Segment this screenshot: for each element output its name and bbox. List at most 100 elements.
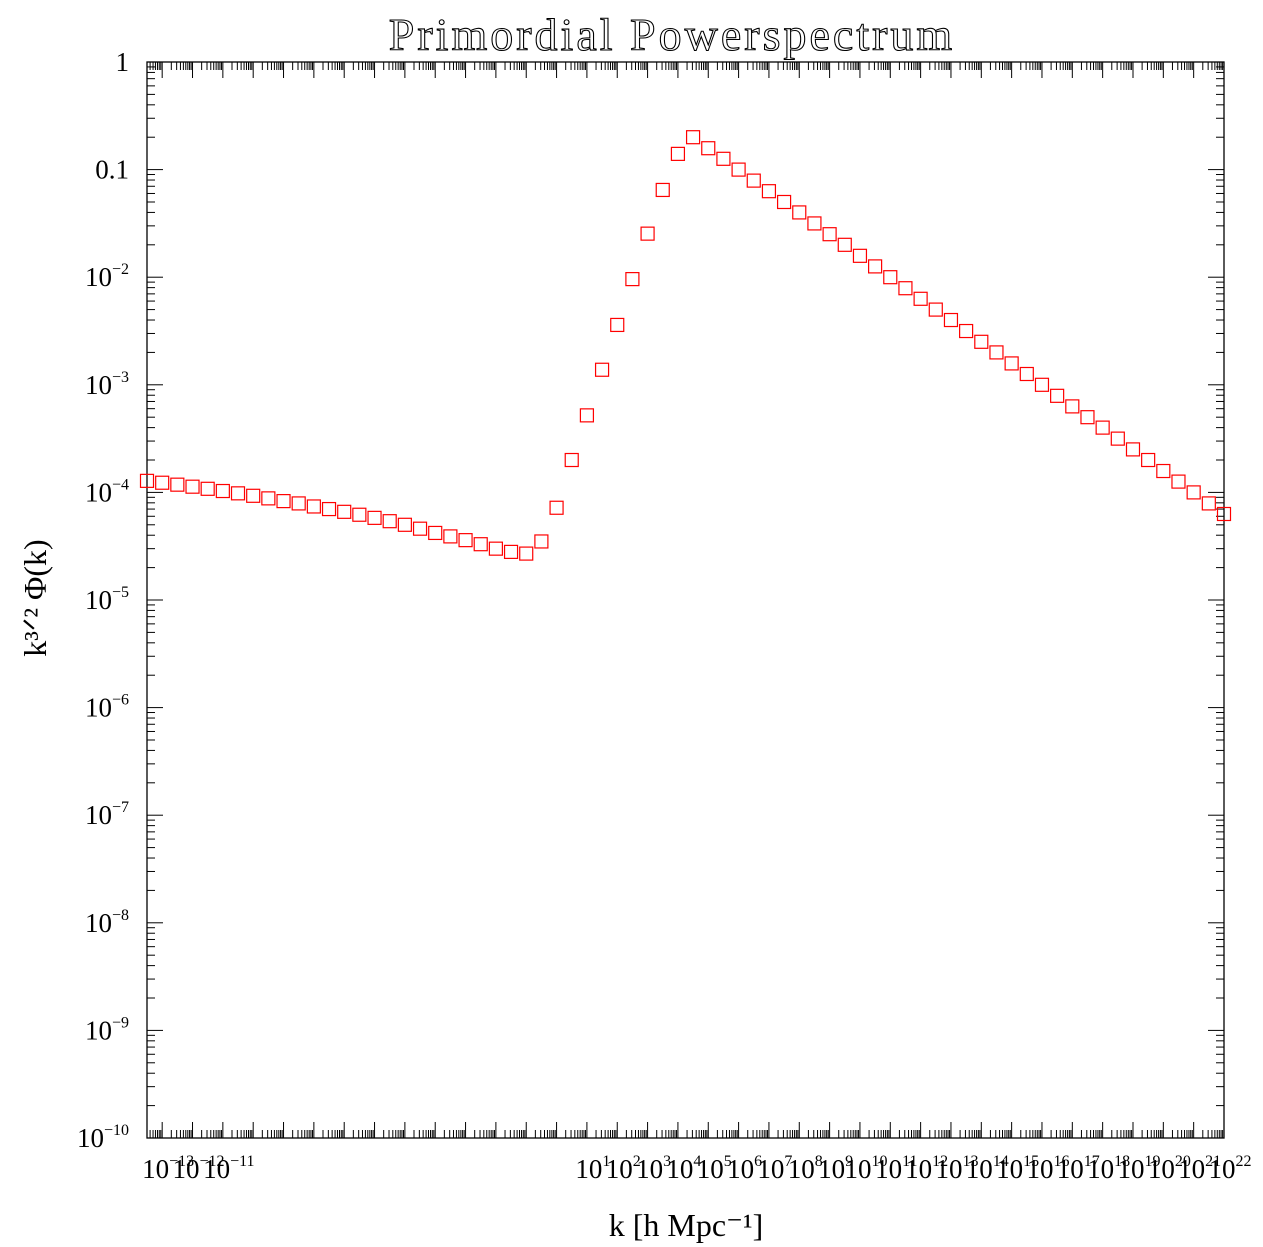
data-point: [670, 146, 686, 161]
data-point: [352, 507, 367, 522]
data-point: [792, 205, 807, 220]
x-tick-label: 10−12: [173, 1153, 225, 1184]
data-point: [852, 248, 868, 263]
data-point: [640, 226, 655, 241]
data-point: [807, 216, 822, 231]
data-point: [1034, 377, 1050, 392]
data-points: [139, 130, 1232, 561]
data-point: [731, 162, 746, 177]
x-tick-label: 10−11: [203, 1153, 254, 1184]
x-tick-label: 105: [697, 1153, 732, 1184]
data-point: [746, 173, 761, 188]
data-point: [959, 323, 974, 339]
data-point: [610, 317, 625, 333]
x-tick-label: 103: [636, 1153, 671, 1184]
data-point: [1004, 356, 1019, 371]
y-axis-tick-labels: 1 0.1 10−2 10−3 10−4 10−5 10−6 10−7 10−8 10−9 10−1…: [77, 47, 129, 1153]
x-tick-label: 108: [788, 1153, 823, 1184]
x-tick-label: 109: [818, 1153, 853, 1184]
data-point: [1110, 431, 1125, 446]
data-point: [367, 510, 382, 525]
y-tick-label: 10−3: [85, 369, 129, 400]
data-point: [185, 479, 200, 494]
y-tick-label: 10−5: [85, 584, 129, 615]
data-point: [549, 500, 564, 515]
y-tick-label: 10−7: [85, 799, 129, 830]
data-point: [868, 259, 883, 274]
x-tick-label: 1012: [905, 1153, 948, 1184]
y-tick-label: 10−9: [85, 1014, 129, 1045]
data-point: [594, 362, 610, 377]
x-tick-label: 104: [666, 1153, 701, 1184]
data-point: [685, 130, 701, 145]
y-tick-label: 10−4: [85, 476, 129, 507]
y-tick-label: 10−6: [85, 692, 129, 723]
data-point: [913, 291, 928, 306]
x-tick-label: 1011: [875, 1153, 917, 1184]
y-axis-label: k³ᐟ² Φ(k): [17, 539, 53, 656]
data-point: [443, 529, 458, 544]
y-tick-label: 10−10: [77, 1122, 129, 1153]
data-point: [519, 546, 534, 561]
x-tick-label: 1021: [1178, 1153, 1221, 1184]
x-tick-label: 1018: [1087, 1153, 1130, 1184]
x-tick-label: 107: [757, 1153, 792, 1184]
x-tick-label: 1015: [996, 1153, 1039, 1184]
data-point: [215, 483, 230, 499]
data-point: [776, 194, 792, 210]
data-point: [989, 345, 1004, 360]
data-point: [1019, 366, 1034, 382]
data-point: [974, 334, 989, 349]
x-axis-ticks: [149, 62, 1225, 1138]
data-point: [1171, 474, 1186, 489]
data-point: [230, 486, 246, 501]
x-tick-label: 1013: [935, 1153, 978, 1184]
y-tick-label: 1: [116, 47, 130, 77]
data-point: [1080, 410, 1095, 425]
data-point: [291, 496, 306, 511]
data-point: [898, 281, 913, 296]
data-point: [382, 514, 397, 529]
data-point: [943, 312, 959, 328]
data-point: [473, 537, 488, 552]
x-tick-label: 1020: [1148, 1153, 1191, 1184]
data-point: [321, 501, 337, 517]
data-point: [488, 541, 503, 556]
data-point: [1050, 388, 1065, 403]
x-tick-label: 106: [727, 1153, 762, 1184]
data-point: [625, 272, 640, 287]
y-tick-label: 10−2: [85, 261, 129, 292]
data-point: [170, 477, 185, 492]
data-point: [276, 494, 291, 509]
data-point: [412, 521, 428, 536]
data-point: [428, 525, 443, 541]
chart-title: Primordial Powerspectrum: [389, 9, 955, 60]
data-point: [655, 182, 670, 198]
data-point: [261, 491, 276, 506]
x-tick-label: 1010: [844, 1153, 887, 1184]
data-point: [397, 517, 412, 532]
data-point: [200, 481, 215, 496]
data-point: [155, 475, 170, 490]
data-point: [928, 302, 943, 317]
data-point: [1216, 506, 1232, 522]
x-tick-label: 10−13: [142, 1153, 194, 1184]
data-point: [503, 544, 519, 559]
data-point: [564, 452, 579, 468]
data-point: [1065, 399, 1080, 414]
data-point: [1156, 463, 1171, 479]
x-tick-label: 1019: [1117, 1153, 1160, 1184]
data-point: [534, 534, 549, 549]
data-point: [761, 184, 777, 199]
y-tick-label: 10−8: [85, 907, 129, 938]
data-point: [1186, 485, 1201, 500]
data-point: [1125, 442, 1141, 457]
data-point: [306, 499, 321, 514]
x-tick-label: 102: [606, 1153, 641, 1184]
x-tick-label: 1017: [1057, 1153, 1100, 1184]
y-tick-label: 0.1: [95, 155, 129, 185]
data-point: [458, 533, 473, 548]
data-point: [837, 237, 852, 252]
